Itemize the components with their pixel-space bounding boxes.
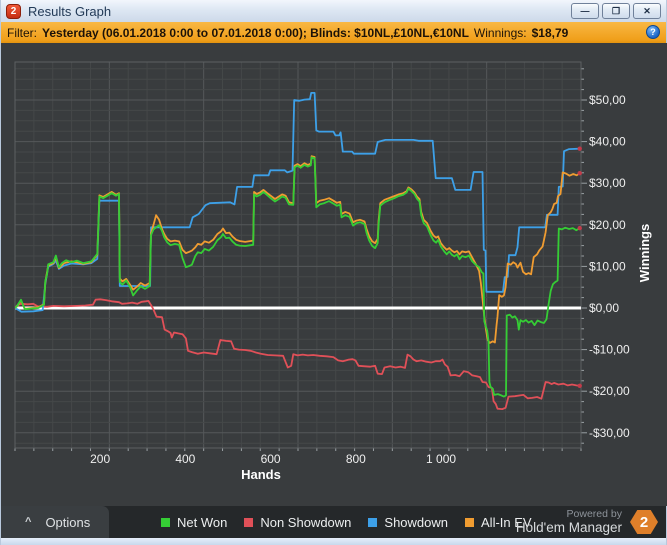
legend-label: Non Showdown (260, 514, 352, 530)
y-tick-label: $20,00 (589, 218, 626, 232)
legend-item-non-showdown[interactable]: Non Showdown (244, 515, 351, 530)
filter-bar: Filter: Yesterday (06.01.2018 0:00 to 07… (1, 22, 666, 43)
x-tick-label: 400 (175, 452, 195, 466)
legend-label: Net Won (177, 514, 228, 530)
chart-canvas: 200 400 600 800 1 000 $50,00 $40,00 $30,00 $20,0… (14, 61, 652, 482)
series-endpoint-marker (577, 225, 582, 231)
series-endpoint-marker (577, 383, 582, 388)
y-axis-title: Winnings (637, 224, 652, 282)
hm2-app-icon: 2 (6, 3, 21, 19)
window-title: Results Graph (28, 3, 112, 19)
filter-label: Filter: (7, 25, 37, 40)
series-line-showdown (15, 92, 580, 313)
help-icon[interactable]: ? (646, 25, 660, 39)
chart-legend: Net Won Non Showdown Showdown All-In EV (161, 506, 532, 538)
legend-label: Showdown (384, 514, 449, 530)
y-tick-label: -$10,00 (589, 343, 630, 357)
series-endpoint-marker (577, 171, 582, 176)
title-bar: 2 Results Graph — ❐ ✕ (1, 0, 666, 22)
winnings-value: $18,79 (531, 25, 569, 40)
y-tick-label: $40,00 (589, 135, 626, 149)
options-label: Options (45, 514, 91, 530)
x-axis-title: Hands (241, 467, 281, 482)
legend-swatch-icon (465, 517, 475, 527)
legend-item-all-in-ev[interactable]: All-In EV (465, 515, 532, 530)
options-button[interactable]: ^ Options (1, 506, 109, 538)
series-endpoint-marker (577, 146, 582, 151)
results-chart: 200 400 600 800 1 000 $50,00 $40,00 $30,00 $20,0… (1, 43, 667, 506)
x-tick-label: 600 (261, 452, 281, 466)
window-bottom-border (1, 538, 666, 545)
legend-swatch-icon (161, 517, 170, 527)
series-line-all-in-ev (15, 155, 581, 344)
chevron-up-icon: ^ (25, 516, 32, 528)
legend-item-showdown[interactable]: Showdown (368, 515, 448, 530)
hm2-logo-icon: 2 (630, 510, 658, 534)
y-tick-label: -$20,00 (589, 384, 630, 398)
series-line-non-showdown (15, 298, 580, 411)
y-tick-label: $50,00 (589, 93, 626, 107)
minimize-button[interactable]: — (571, 3, 599, 19)
x-tick-label: 200 (90, 452, 110, 466)
maximize-button[interactable]: ❐ (602, 3, 630, 19)
legend-label: All-In EV (481, 514, 532, 530)
powered-by-block: Powered by Hold'em Manager (516, 508, 622, 536)
close-button[interactable]: ✕ (633, 3, 661, 19)
filter-criteria: Yesterday (06.01.2018 0:00 to 07.01.2018… (42, 25, 469, 40)
brand-name: Hold'em Manager (515, 520, 622, 536)
y-tick-label: -$30,00 (589, 426, 630, 440)
window-controls: — ❐ ✕ (571, 3, 661, 19)
y-tick-label: $30,00 (589, 176, 626, 190)
winnings-label: Winnings: (473, 25, 527, 40)
footer-bar: ^ Options Net Won Non Showdown Showdown All… (1, 506, 666, 538)
legend-swatch-icon (244, 517, 254, 527)
powered-by-text: Powered by (566, 508, 622, 520)
plot-border (14, 61, 582, 449)
y-tick-label: $0,00 (589, 301, 619, 315)
x-tick-label: 800 (346, 452, 366, 466)
legend-swatch-icon (368, 517, 378, 527)
x-tick-label: 1 000 (426, 452, 456, 466)
series-line-net-won (15, 156, 581, 398)
y-tick-label: $10,00 (589, 259, 626, 273)
legend-item-net-won[interactable]: Net Won (161, 515, 227, 530)
